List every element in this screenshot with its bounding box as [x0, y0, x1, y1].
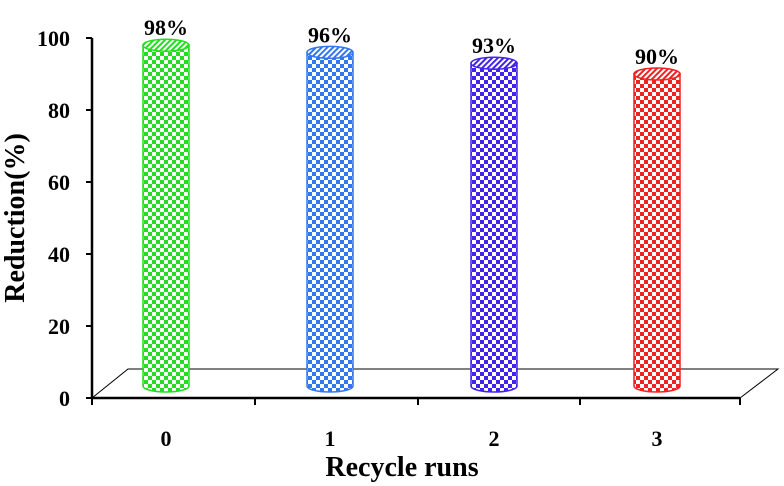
- data-label: 96%: [308, 22, 352, 47]
- x-tick-label: 2: [489, 426, 500, 451]
- data-label: 98%: [144, 15, 188, 40]
- y-axis-title: Reduction(%): [0, 133, 31, 303]
- bar-top-cap: [142, 38, 190, 52]
- y-tick-label: 40: [48, 242, 70, 267]
- bar-body: [306, 51, 354, 393]
- bar-top-cap: [306, 45, 354, 60]
- data-label: 93%: [472, 33, 516, 58]
- bar-body: [142, 44, 190, 393]
- bar-2: [470, 56, 518, 393]
- x-tick-label: 3: [652, 426, 663, 451]
- x-tick-label: 0: [161, 426, 172, 451]
- y-tick-label: 0: [59, 386, 70, 411]
- y-tick-label: 60: [48, 170, 70, 195]
- bar-body: [470, 62, 518, 393]
- y-tick-label: 100: [37, 26, 70, 51]
- bar-1: [306, 45, 354, 393]
- bar-top-cap: [633, 67, 681, 81]
- y-tick-label: 20: [48, 314, 70, 339]
- y-axis-ticks: 0 20 40 60 80 100: [37, 26, 92, 411]
- data-labels-group: 98% 96% 93% 90%: [144, 15, 679, 69]
- y-tick-label: 80: [48, 98, 70, 123]
- bar-body: [633, 73, 681, 393]
- x-axis-title: Recycle runs: [325, 452, 478, 483]
- data-label: 90%: [635, 44, 679, 69]
- bars-group: [142, 38, 681, 393]
- x-axis-ticks: 0 1 2 3: [91, 398, 741, 451]
- x-tick-label: 1: [325, 426, 336, 451]
- bar-0: [142, 38, 190, 393]
- bar-top-cap: [470, 56, 518, 70]
- bar-3: [633, 67, 681, 393]
